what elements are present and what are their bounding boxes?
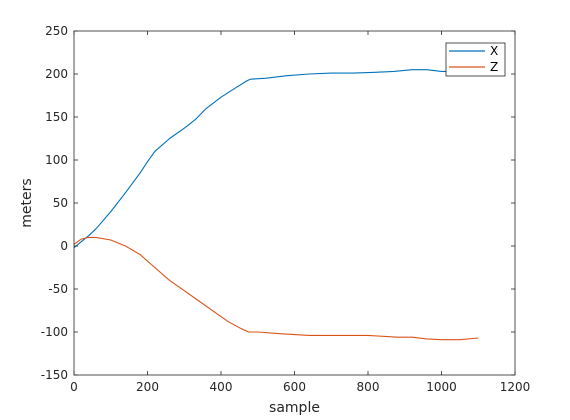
y-tick-label: 200 bbox=[45, 67, 68, 81]
y-tick-label: -150 bbox=[41, 368, 68, 382]
series-lines bbox=[73, 69, 479, 341]
x-tick-label: 200 bbox=[136, 380, 159, 394]
x-tick-label: 400 bbox=[210, 380, 233, 394]
y-tick-label: 0 bbox=[60, 239, 68, 253]
x-axis-label: sample bbox=[269, 400, 320, 416]
legend-box bbox=[445, 42, 506, 77]
x-tick-label: 800 bbox=[357, 380, 380, 394]
legend-label-x: X bbox=[490, 44, 498, 58]
x-tick-label: 0 bbox=[70, 380, 78, 394]
legend-label-z: Z bbox=[490, 60, 498, 74]
legend: X Z bbox=[445, 42, 506, 77]
y-tick-label: 50 bbox=[53, 196, 68, 210]
y-tick-label: -50 bbox=[48, 282, 68, 296]
x-tick-label: 1200 bbox=[500, 380, 531, 394]
axis-ticks: 0 200 400 600 800 1000 1200 -150 -100 -50 0 50 100 15… bbox=[41, 24, 531, 394]
plot-area bbox=[74, 31, 515, 375]
series-line-x bbox=[73, 69, 479, 249]
x-tick-label: 1000 bbox=[426, 380, 457, 394]
x-tick-label: 600 bbox=[283, 380, 306, 394]
y-tick-label: -100 bbox=[41, 325, 68, 339]
y-tick-label: 250 bbox=[45, 24, 68, 38]
y-tick-label: 150 bbox=[45, 110, 68, 124]
y-axis-label: meters bbox=[19, 178, 35, 227]
series-line-z bbox=[73, 236, 479, 341]
y-tick-label: 100 bbox=[45, 153, 68, 167]
